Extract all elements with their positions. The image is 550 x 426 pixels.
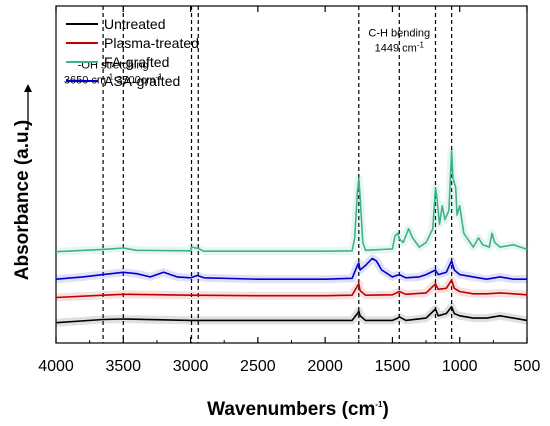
series-group	[55, 146, 529, 327]
x-tick-label: 1000	[442, 358, 478, 375]
series-line	[55, 257, 527, 281]
series-halo	[55, 254, 527, 284]
x-tick-label: 2000	[307, 358, 343, 375]
y-axis-arrow	[24, 84, 32, 130]
legend-label: ASA-grafted	[104, 73, 180, 89]
annotation-title: C-H bending	[368, 28, 430, 40]
legend-label: Untreated	[104, 16, 165, 32]
y-axis-label-group: Absorbance (a.u.)	[12, 120, 33, 280]
series-line	[55, 150, 528, 253]
y-axis-label: Absorbance (a.u.)	[12, 120, 33, 280]
x-axis: 4000 3500 3000 2500 2000 1500 1000 500	[38, 6, 540, 375]
x-tick-label: 1500	[375, 358, 411, 375]
legend-label: FA-grafted	[104, 54, 169, 70]
annotation-values: 1449 cm-1	[375, 41, 425, 55]
legend: Untreated Plasma-treated FA-grafted ASA-gra…	[66, 16, 199, 89]
x-tick-label: 500	[514, 358, 541, 375]
x-axis-label: Wavenumbers (cm-1)	[207, 399, 389, 420]
series-line	[55, 305, 528, 324]
x-tick-label: 3500	[105, 358, 141, 375]
legend-label: Plasma-treated	[104, 35, 199, 51]
x-tick-label: 2500	[240, 358, 276, 375]
x-tick-label: 4000	[38, 358, 74, 375]
x-tick-label: 3000	[173, 358, 209, 375]
series-line	[55, 279, 528, 299]
